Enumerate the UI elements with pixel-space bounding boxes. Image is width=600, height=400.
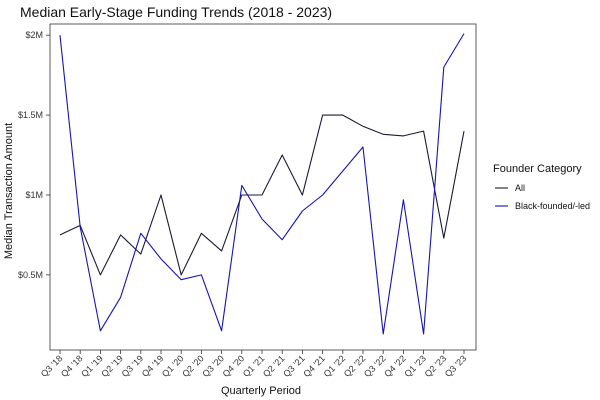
x-tick-label: Q1 '23 <box>402 353 428 379</box>
x-tick-label: Q3 '19 <box>120 353 146 379</box>
chart-title: Median Early-Stage Funding Trends (2018 … <box>20 4 332 20</box>
x-tick-label: Q1 '22 <box>322 353 348 379</box>
plot-border <box>49 23 477 351</box>
x-tick-label: Q3 '22 <box>362 353 388 379</box>
x-tick-label: Q4 '22 <box>382 353 408 379</box>
x-tick-label: Q2 '22 <box>342 353 368 379</box>
x-tick-label: Q4 '18 <box>59 353 85 379</box>
x-tick-label: Q2 '19 <box>99 353 125 379</box>
y-tick-label: $2M <box>25 30 43 40</box>
x-tick-label: Q3 '18 <box>39 353 65 379</box>
x-tick-label: Q2 '21 <box>261 353 287 379</box>
y-tick-label: $0.5M <box>18 270 43 280</box>
x-tick-label: Q3 '20 <box>200 353 226 379</box>
x-tick-label: Q2 '23 <box>423 353 449 379</box>
y-axis-title: Median Transaction Amount <box>3 123 15 259</box>
x-tick-label: Q4 '20 <box>221 353 247 379</box>
x-tick-label: Q1 '19 <box>79 353 105 379</box>
x-tick-label: Q3 '21 <box>281 353 307 379</box>
x-tick-label: Q4 '21 <box>301 353 327 379</box>
legend-title: Founder Category <box>493 163 582 175</box>
legend-label: Black-founded/-led <box>515 201 590 211</box>
series-line-all <box>59 114 465 276</box>
x-axis-title: Quarterly Period <box>221 385 301 397</box>
x-tick-label: Q2 '20 <box>180 353 206 379</box>
y-tick-label: $1.5M <box>18 110 43 120</box>
y-tick-label: $1M <box>25 190 43 200</box>
x-tick-label: Q1 '21 <box>241 353 267 379</box>
x-tick-label: Q1 '20 <box>160 353 186 379</box>
legend: Founder Category All Black-founded/-led <box>493 163 590 211</box>
x-tick-label: Q3 '23 <box>443 353 469 379</box>
legend-label: All <box>515 183 525 193</box>
series-line-black-founded <box>59 33 465 335</box>
x-tick-label: Q4 '19 <box>140 353 166 379</box>
